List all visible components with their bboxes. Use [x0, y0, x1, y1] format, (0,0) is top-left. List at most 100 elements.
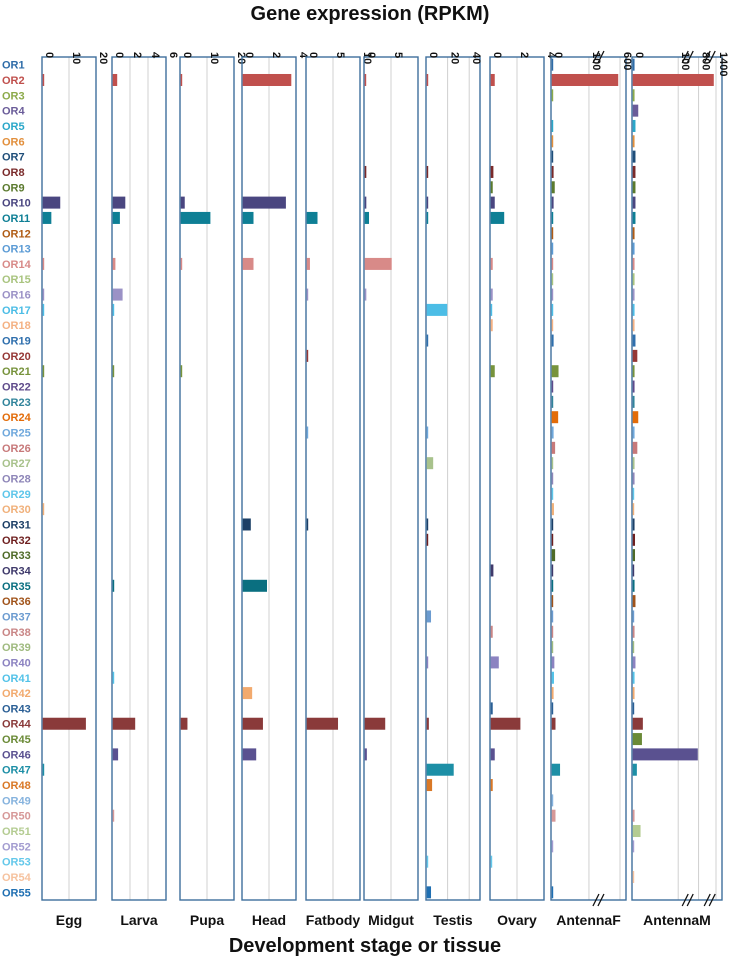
bar-testis-or8: [426, 165, 429, 178]
bar-antennaf-or55: [551, 886, 554, 899]
bar-antennam-or10: [632, 196, 636, 209]
gene-label-or18: OR18: [2, 320, 31, 332]
bar-testis-or25: [426, 426, 429, 439]
panel-midgut: 0 5 Midgut: [363, 52, 419, 928]
tick-label: 5: [334, 52, 346, 58]
gene-label-or3: OR3: [2, 90, 25, 102]
panel-label-midgut: Midgut: [368, 912, 414, 928]
tick-label: 5: [392, 52, 404, 58]
bar-antennam-or23: [632, 395, 635, 408]
axis-break-mark: [597, 50, 605, 64]
axis-break-mark: [708, 50, 716, 64]
bar-ovary-or14: [490, 257, 493, 270]
bar-antennam-or24: [632, 411, 639, 424]
bar-egg-or11: [42, 211, 52, 224]
bar-midgut-or10: [364, 196, 367, 209]
tick-label: 2: [518, 52, 530, 58]
axis-break-mark: [708, 893, 716, 907]
tick-label: 0: [43, 52, 55, 58]
gene-label-or30: OR30: [2, 504, 31, 516]
bar-antennam-or50: [632, 809, 635, 822]
axis-break-mark: [703, 893, 711, 907]
panel-larva: 0 2 4 6 Larva: [111, 52, 179, 928]
gene-label-or7: OR7: [2, 152, 25, 164]
bar-antennam-or14: [632, 257, 635, 270]
bar-antennaf-or38: [551, 625, 554, 638]
gene-label-or22: OR22: [2, 382, 31, 394]
gene-label-or55: OR55: [2, 887, 31, 899]
tick-label: 10: [208, 52, 220, 64]
panel-frame: [631, 56, 723, 901]
bar-antennam-or54: [632, 871, 635, 884]
bar-antennaf-or43: [551, 702, 554, 715]
bar-antennaf-or13: [551, 242, 554, 255]
bar-larva-or14: [112, 257, 116, 270]
panel-frame: [425, 56, 481, 901]
gene-label-or14: OR14: [2, 259, 32, 271]
axis-break-mark: [592, 893, 600, 907]
bar-head-or46: [242, 748, 257, 761]
gene-label-or53: OR53: [2, 857, 31, 869]
bar-antennam-or5: [632, 119, 636, 132]
bar-larva-or21: [112, 365, 115, 378]
tick-label: 0: [427, 52, 439, 58]
panel-frame: [550, 56, 627, 901]
panel-label-larva: Larva: [120, 912, 158, 928]
panel-label-antennaf: AntennaF: [556, 912, 621, 928]
gene-label-or45: OR45: [2, 734, 31, 746]
bar-ovary-or40: [490, 656, 499, 669]
gene-label-or43: OR43: [2, 703, 31, 715]
bar-antennaf-or12: [551, 227, 554, 240]
bar-antennam-or51: [632, 825, 641, 838]
bar-ovary-or43: [490, 702, 493, 715]
bar-testis-or2: [426, 73, 429, 86]
bar-testis-or17: [426, 303, 448, 316]
tick-label: 0: [633, 52, 645, 58]
bar-antennam-or2: [632, 73, 714, 86]
axis-break-mark: [597, 893, 605, 907]
bar-midgut-or2: [364, 73, 367, 86]
bar-ovary-or17: [490, 303, 493, 316]
bar-larva-or44: [112, 717, 136, 730]
bar-antennaf-or39: [551, 641, 554, 654]
gene-label-or13: OR13: [2, 244, 31, 256]
bar-ovary-or34: [490, 564, 494, 577]
gene-label-or50: OR50: [2, 811, 31, 823]
bar-egg-or47: [42, 763, 45, 776]
gene-label-or34: OR34: [2, 565, 32, 577]
bar-fatbody-or20: [306, 349, 309, 362]
bar-larva-or50: [112, 809, 115, 822]
gene-label-or11: OR11: [2, 213, 30, 225]
gene-label-or26: OR26: [2, 443, 31, 455]
bar-testis-or47: [426, 763, 454, 776]
bar-midgut-or8: [364, 165, 367, 178]
bar-antennam-or7: [632, 150, 636, 163]
bar-antennaf-or21: [551, 365, 559, 378]
gene-label-or36: OR36: [2, 596, 31, 608]
bar-midgut-or11: [364, 211, 370, 224]
bar-antennaf-or14: [551, 257, 554, 270]
panel-label-pupa: Pupa: [190, 912, 224, 928]
gene-label-or12: OR12: [2, 228, 31, 240]
tick-label: 6: [167, 52, 179, 58]
gene-label-or41: OR41: [2, 673, 31, 685]
bar-antennaf-or2: [551, 73, 619, 86]
bar-antennaf-or31: [551, 518, 554, 531]
gene-label-or16: OR16: [2, 290, 31, 302]
tick-label: 100: [679, 52, 691, 70]
gene-label-or23: OR23: [2, 397, 31, 409]
bar-testis-or48: [426, 779, 433, 792]
bar-head-or31: [242, 518, 251, 531]
bar-antennaf-or9: [551, 181, 555, 194]
bar-antennam-or25: [632, 426, 635, 439]
tick-label: 0: [552, 52, 564, 58]
bar-testis-or10: [426, 196, 429, 209]
gene-label-or20: OR20: [2, 351, 31, 363]
bar-antennaf-or17: [551, 303, 554, 316]
tick-label: 4: [545, 52, 557, 59]
bar-antennam-or37: [632, 610, 635, 623]
bar-ovary-or8: [490, 165, 494, 178]
bar-antennam-or46: [632, 748, 698, 761]
bar-antennam-or3: [632, 89, 635, 102]
